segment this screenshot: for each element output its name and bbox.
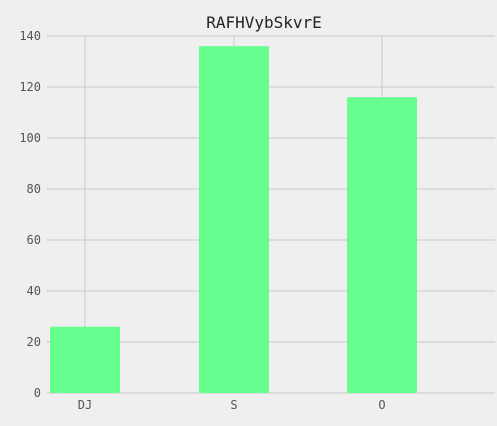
y-tick-label: 80 bbox=[27, 182, 41, 196]
y-axis-ticks: 0 20 40 60 80 100 120 140 bbox=[19, 29, 41, 400]
x-axis-ticks: DJ S O bbox=[78, 398, 386, 412]
y-tick-label: 60 bbox=[27, 233, 41, 247]
bar-o bbox=[347, 97, 417, 393]
bars-layer bbox=[50, 46, 417, 393]
x-tick-label: S bbox=[230, 398, 237, 412]
y-tick-label: 40 bbox=[27, 284, 41, 298]
y-tick-label: 120 bbox=[19, 80, 41, 94]
y-tick-label: 100 bbox=[19, 131, 41, 145]
x-tick-label: DJ bbox=[78, 398, 92, 412]
y-tick-label: 0 bbox=[34, 386, 41, 400]
y-tick-label: 140 bbox=[19, 29, 41, 43]
x-tick-label: O bbox=[378, 398, 385, 412]
bar-dj bbox=[50, 326, 120, 393]
bar-s bbox=[199, 46, 269, 393]
chart-title: RAFHVybSkvrE bbox=[206, 13, 322, 32]
y-tick-label: 20 bbox=[27, 335, 41, 349]
